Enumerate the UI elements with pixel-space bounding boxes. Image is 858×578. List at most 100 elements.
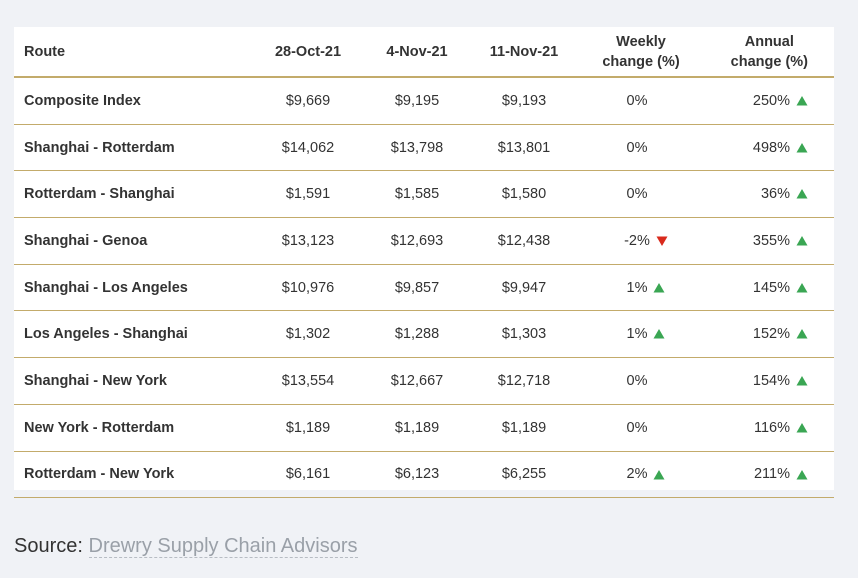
source-label: Source: xyxy=(14,535,83,557)
annual-change-value: 211% xyxy=(753,466,790,483)
route-cell: Shanghai - Los Angeles xyxy=(14,264,253,312)
date-3-value: $9,193 xyxy=(471,77,577,125)
header-annual-line-1: Annual xyxy=(744,33,794,50)
weekly-change-value: 0% xyxy=(626,419,648,436)
weekly-change-value: 0% xyxy=(626,372,648,389)
header-weekly-line-1: Weekly xyxy=(616,33,666,50)
weekly-change-value: 1% xyxy=(626,279,648,296)
route-cell: New York - Rotterdam xyxy=(14,404,253,452)
date-3-value: $1,303 xyxy=(471,310,577,359)
annual-change-cell: 250% xyxy=(705,77,834,125)
source-note: Source: Drewry Supply Chain Advisors xyxy=(14,535,358,558)
weekly-change-cell: 2% xyxy=(577,451,705,499)
weekly-change-cell: 0% xyxy=(577,124,705,172)
header-annual-change: Annual change (%) xyxy=(705,27,834,78)
route-cell: Shanghai - Rotterdam xyxy=(14,124,253,172)
date-1-value: $1,302 xyxy=(253,310,363,359)
header-annual-line-2: change (%) xyxy=(730,53,808,70)
up-arrow-icon xyxy=(796,188,808,200)
weekly-change-cell: -2% xyxy=(577,217,705,265)
header-weekly-line-2: change (%) xyxy=(602,53,680,70)
up-arrow-icon xyxy=(653,328,665,340)
date-2-value: $1,288 xyxy=(363,310,471,359)
header-date-1: 28-Oct-21 xyxy=(253,27,363,78)
date-1-value: $6,161 xyxy=(253,451,363,499)
table-row: New York - Rotterdam $1,189 $1,189 $1,189 0%… xyxy=(14,404,834,452)
date-1-value: $9,669 xyxy=(253,77,363,125)
up-arrow-icon xyxy=(796,282,808,294)
freight-rate-table-card: Route 28-Oct-21 4-Nov-21 11-Nov-21 Weekl… xyxy=(14,27,834,499)
table-row: Rotterdam - New York $6,161 $6,123 $6,255 2%… xyxy=(14,451,834,499)
annual-change-value: 355% xyxy=(752,232,790,249)
date-3-value: $12,438 xyxy=(471,217,577,265)
up-arrow-icon xyxy=(796,375,808,387)
weekly-change-value: 0% xyxy=(626,92,648,109)
date-3-value: $12,718 xyxy=(471,357,577,405)
date-3-value: $1,189 xyxy=(471,404,577,452)
up-arrow-icon xyxy=(796,235,808,247)
annual-change-cell: 211% xyxy=(705,451,834,499)
up-arrow-icon xyxy=(653,469,665,481)
date-1-value: $1,189 xyxy=(253,404,363,452)
annual-change-value: 36% xyxy=(760,186,790,203)
date-2-value: $9,195 xyxy=(363,77,471,125)
route-cell: Shanghai - New York xyxy=(14,357,253,405)
table-header-row: Route 28-Oct-21 4-Nov-21 11-Nov-21 Weekl… xyxy=(14,27,834,78)
weekly-change-value: -2% xyxy=(624,232,650,249)
route-cell: Los Angeles - Shanghai xyxy=(14,310,253,359)
up-arrow-icon xyxy=(796,142,808,154)
source-link[interactable]: Drewry Supply Chain Advisors xyxy=(88,535,358,558)
date-1-value: $1,591 xyxy=(253,170,363,219)
annual-change-cell: 355% xyxy=(705,217,834,265)
weekly-change-cell: 1% xyxy=(577,264,705,312)
date-2-value: $12,667 xyxy=(363,357,471,405)
route-cell: Composite Index xyxy=(14,77,253,125)
annual-change-cell: 145% xyxy=(705,264,834,312)
header-date-3: 11-Nov-21 xyxy=(471,27,577,78)
date-3-value: $9,947 xyxy=(471,264,577,312)
date-1-value: $10,976 xyxy=(253,264,363,312)
up-arrow-icon xyxy=(796,469,808,481)
date-2-value: $6,123 xyxy=(363,451,471,499)
date-3-value: $6,255 xyxy=(471,451,577,499)
up-arrow-icon xyxy=(796,95,808,107)
annual-change-value: 250% xyxy=(752,92,790,109)
table-row: Shanghai - Rotterdam $14,062 $13,798 $13,80… xyxy=(14,124,834,172)
annual-change-cell: 154% xyxy=(705,357,834,405)
route-cell: Rotterdam - New York xyxy=(14,451,253,499)
annual-change-value: 145% xyxy=(752,279,790,296)
weekly-change-cell: 0% xyxy=(577,404,705,452)
up-arrow-icon xyxy=(796,328,808,340)
weekly-change-value: 1% xyxy=(626,326,648,343)
weekly-change-cell: 0% xyxy=(577,77,705,125)
freight-rate-table: Route 28-Oct-21 4-Nov-21 11-Nov-21 Weekl… xyxy=(14,27,834,499)
annual-change-value: 498% xyxy=(752,139,790,156)
annual-change-cell: 116% xyxy=(705,404,834,452)
header-route: Route xyxy=(14,27,253,78)
route-cell: Rotterdam - Shanghai xyxy=(14,170,253,219)
annual-change-value: 116% xyxy=(753,419,790,436)
date-2-value: $1,585 xyxy=(363,170,471,219)
weekly-change-cell: 0% xyxy=(577,357,705,405)
table-row: Los Angeles - Shanghai $1,302 $1,288 $1,303… xyxy=(14,310,834,359)
annual-change-cell: 498% xyxy=(705,124,834,172)
date-2-value: $12,693 xyxy=(363,217,471,265)
date-3-value: $13,801 xyxy=(471,124,577,172)
route-cell: Shanghai - Genoa xyxy=(14,217,253,265)
date-1-value: $14,062 xyxy=(253,124,363,172)
annual-change-cell: 152% xyxy=(705,310,834,359)
up-arrow-icon xyxy=(653,282,665,294)
table-row: Shanghai - Genoa $13,123 $12,693 $12,438 -2%… xyxy=(14,217,834,265)
date-1-value: $13,123 xyxy=(253,217,363,265)
table-row: Rotterdam - Shanghai $1,591 $1,585 $1,580 0%… xyxy=(14,170,834,219)
date-2-value: $1,189 xyxy=(363,404,471,452)
table-row: Shanghai - Los Angeles $10,976 $9,857 $9,94… xyxy=(14,264,834,312)
annual-change-value: 154% xyxy=(752,372,790,389)
weekly-change-cell: 1% xyxy=(577,310,705,359)
annual-change-cell: 36% xyxy=(705,170,834,219)
weekly-change-value: 0% xyxy=(626,186,648,203)
date-1-value: $13,554 xyxy=(253,357,363,405)
weekly-change-value: 2% xyxy=(626,466,648,483)
weekly-change-cell: 0% xyxy=(577,170,705,219)
weekly-change-value: 0% xyxy=(626,139,648,156)
